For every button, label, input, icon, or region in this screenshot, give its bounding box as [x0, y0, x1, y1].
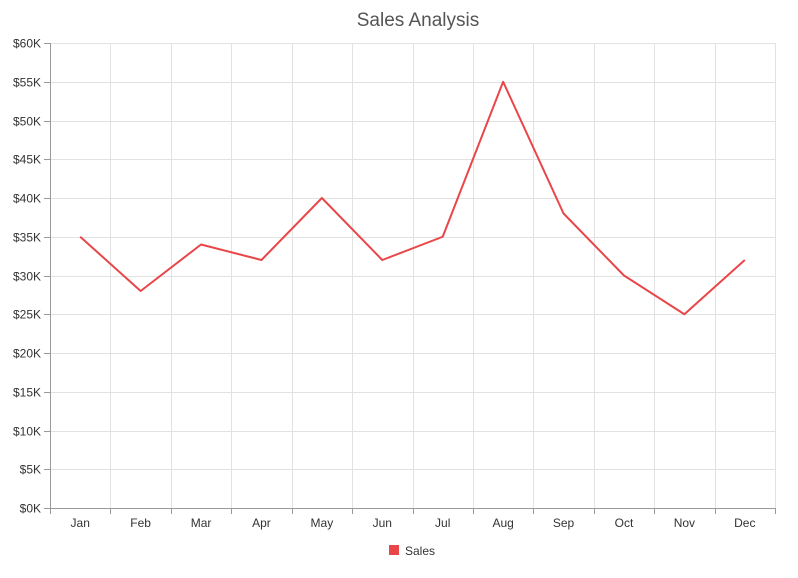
x-tick-label: Jul [435, 516, 450, 530]
y-tick-label: $5K [20, 463, 41, 477]
x-tick-label: Dec [734, 516, 755, 530]
y-tick-label: $20K [13, 347, 41, 361]
y-tick-label: $35K [13, 231, 41, 245]
y-tick-label: $60K [13, 37, 41, 51]
x-tick-label: Nov [674, 516, 695, 530]
y-tick-label: $30K [13, 270, 41, 284]
legend-label: Sales [405, 544, 435, 558]
x-tick-label: Jan [71, 516, 90, 530]
legend-marker [389, 545, 399, 555]
y-tick-label: $40K [13, 192, 41, 206]
y-tick-label: $50K [13, 115, 41, 129]
y-tick-label: $45K [13, 153, 41, 167]
y-tick-label: $55K [13, 76, 41, 90]
x-tick-label: Sep [553, 516, 575, 530]
y-tick-label: $10K [13, 425, 41, 439]
x-tick-label: Apr [252, 516, 271, 530]
y-tick-label: $0K [20, 502, 41, 516]
chart-title: Sales Analysis [357, 10, 480, 31]
x-tick-label: May [311, 516, 334, 530]
y-tick-label: $15K [13, 386, 41, 400]
x-tick-label: Oct [615, 516, 634, 530]
x-tick-label: Aug [492, 516, 513, 530]
series-line-sales [79, 80, 746, 316]
x-tick-label: Jun [373, 516, 392, 530]
legend[interactable]: Sales [389, 544, 435, 558]
y-tick-label: $25K [13, 308, 41, 322]
x-tick-label: Feb [130, 516, 151, 530]
x-tick-label: Mar [191, 516, 212, 530]
